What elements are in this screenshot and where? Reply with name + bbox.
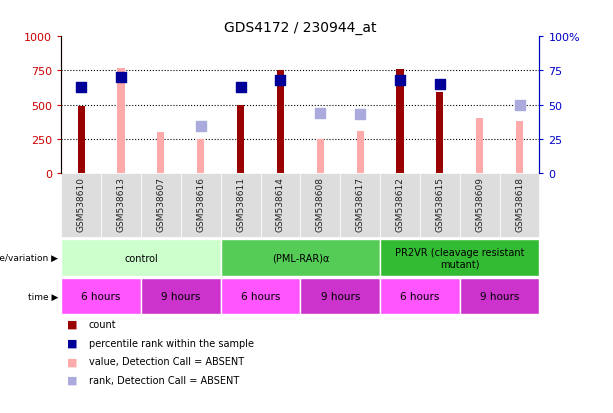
Text: value, Detection Call = ABSENT: value, Detection Call = ABSENT <box>89 356 244 366</box>
Text: time ▶: time ▶ <box>28 292 58 301</box>
Point <box>235 84 245 91</box>
Point <box>355 112 365 118</box>
Point <box>276 78 286 84</box>
Text: ■: ■ <box>67 338 78 348</box>
Point <box>514 102 524 109</box>
Text: genotype/variation ▶: genotype/variation ▶ <box>0 254 58 263</box>
Text: 9 hours: 9 hours <box>480 291 519 301</box>
Bar <box>317 140 324 173</box>
Point <box>76 84 86 91</box>
Text: 6 hours: 6 hours <box>82 291 121 301</box>
Text: PR2VR (cleavage resistant
mutant): PR2VR (cleavage resistant mutant) <box>395 247 525 269</box>
Text: 6 hours: 6 hours <box>241 291 280 301</box>
Text: 9 hours: 9 hours <box>161 291 200 301</box>
Title: GDS4172 / 230944_at: GDS4172 / 230944_at <box>224 21 376 35</box>
Text: count: count <box>89 319 116 329</box>
Bar <box>516 122 523 173</box>
Text: control: control <box>124 253 158 263</box>
Text: 6 hours: 6 hours <box>400 291 440 301</box>
Text: ■: ■ <box>67 356 78 366</box>
Bar <box>476 119 483 173</box>
Bar <box>118 69 124 173</box>
Text: percentile rank within the sample: percentile rank within the sample <box>89 338 254 348</box>
Bar <box>397 70 403 173</box>
Text: (PML-RAR)α: (PML-RAR)α <box>272 253 329 263</box>
Point <box>316 110 326 117</box>
Point <box>395 78 405 84</box>
Point <box>435 82 445 88</box>
Bar <box>78 107 85 173</box>
Text: 9 hours: 9 hours <box>321 291 360 301</box>
Text: ■: ■ <box>67 319 78 329</box>
Point <box>116 75 126 81</box>
Text: ■: ■ <box>67 375 78 385</box>
Bar <box>197 140 204 173</box>
Bar <box>436 93 443 173</box>
Bar <box>277 71 284 173</box>
Bar <box>158 133 164 173</box>
Bar <box>357 132 364 173</box>
Point <box>196 124 206 131</box>
Bar <box>237 105 244 173</box>
Text: rank, Detection Call = ABSENT: rank, Detection Call = ABSENT <box>89 375 239 385</box>
